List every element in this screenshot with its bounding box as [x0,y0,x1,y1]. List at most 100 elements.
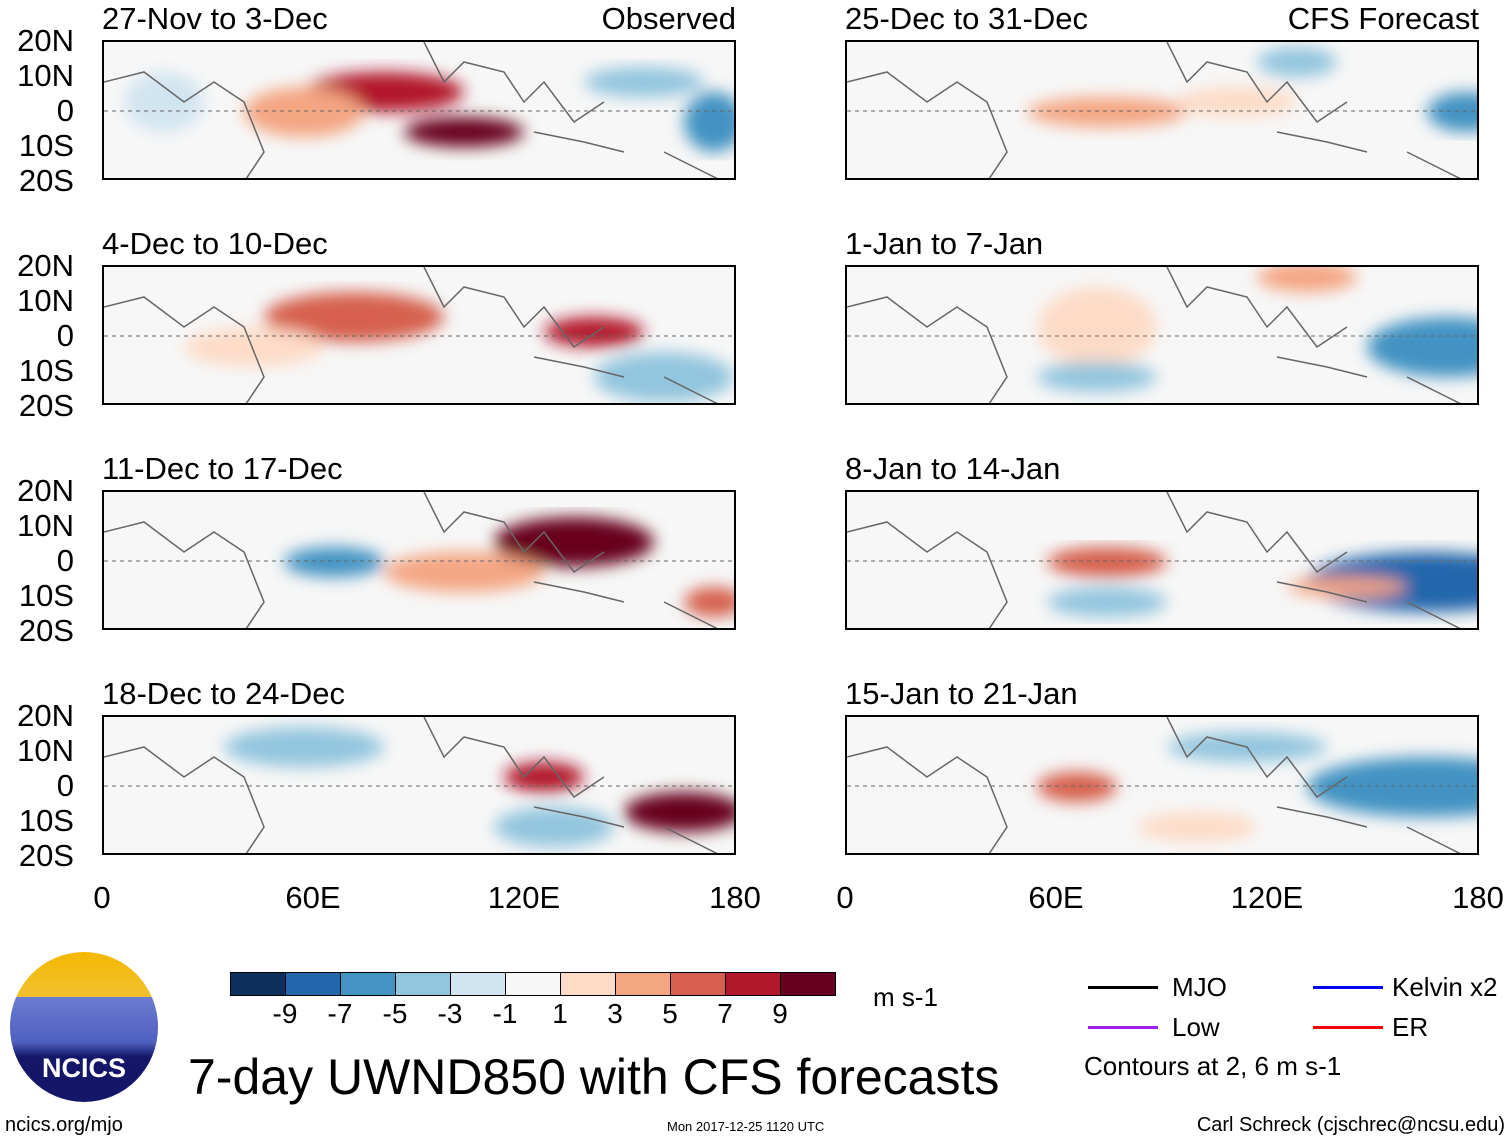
anomaly-blob [1037,287,1157,367]
lon-label: 60E [1028,880,1084,915]
legend-kelvin: Kelvin x2 [1392,972,1498,1002]
logo-text: NCICS [41,1053,126,1083]
anomaly-blob [1137,812,1257,842]
colorbar-swatch [286,973,341,995]
lat-label: 0 [56,318,74,353]
footer-url[interactable]: ncics.org/mjo [5,1114,123,1136]
colorbar-swatch [616,973,671,995]
anomaly-blob [1257,267,1357,292]
map-panel [102,490,736,630]
lat-label: 20S [18,388,74,423]
colorbar-swatch [671,973,726,995]
anomaly-blob [1257,47,1337,77]
legend-er-line [1313,1026,1383,1029]
anomaly-field [847,267,1477,403]
colorbar-label: -9 [272,998,298,1029]
anomaly-blob [1367,317,1477,377]
coastline [847,42,1461,178]
anomaly-blob [264,292,444,342]
legend-mjo-line [1088,986,1158,989]
footer-author: Carl Schreck (cjschrec@ncsu.edu) [1196,1114,1505,1136]
anomaly-field [104,267,734,403]
lon-label: 0 [93,880,111,915]
anomaly-blob [1037,772,1117,802]
lat-label: 10N [17,733,74,768]
lat-label: 20N [17,248,74,283]
anomaly-blob [384,552,544,592]
lat-label: 10S [18,353,74,388]
lat-label: 20N [17,698,74,733]
coastline [104,267,718,403]
figure-title: 7-day UWND850 with CFS forecasts [188,1049,1000,1105]
anomaly-field [104,492,734,628]
lon-label: 180 [1452,880,1504,915]
colorbar-swatch [341,973,396,995]
colorbar-label: -1 [492,998,518,1029]
colorbar-label: -5 [382,998,408,1029]
legend-low: Low [1172,1012,1220,1042]
lat-label: 10S [18,803,74,838]
anomaly-blob [544,317,644,347]
lat-label: 20S [18,163,74,198]
anomaly-blob [184,327,324,367]
lat-label: 0 [56,768,74,803]
lon-label: 0 [836,880,854,915]
anomaly-blob [684,92,734,152]
lon-label: 120E [1230,880,1304,915]
map-panel [102,265,736,405]
map-panel [845,490,1479,630]
lat-label: 20S [18,838,74,873]
anomaly-blob [404,117,524,147]
anomaly-field [104,42,734,178]
panel-label: CFS Forecast [1287,1,1479,36]
colorbar-units: m s-1 [873,982,938,1012]
anomaly-blob [224,727,384,767]
anomaly-blob [244,87,364,137]
coastline [104,717,718,853]
map-panel [102,715,736,855]
panel-title: 8-Jan to 14-Jan [845,451,1061,486]
lat-label: 10N [17,508,74,543]
lat-label: 0 [56,93,74,128]
anomaly-blob [494,517,654,567]
lat-label: 20S [18,613,74,648]
anomaly-blob [1027,97,1187,127]
panel-label: Observed [601,1,736,36]
panel-title: 11-Dec to 17-Dec [102,451,343,486]
coastline [104,492,718,628]
anomaly-field [847,492,1477,628]
anomaly-blob [1287,577,1407,597]
anomaly-blob [1037,362,1157,392]
coastline [847,492,1461,628]
colorbar-label: 5 [662,998,678,1029]
lon-label: 180 [709,880,761,915]
anomaly-blob [1177,87,1297,117]
legend-mjo: MJO [1172,972,1227,1002]
anomaly-blob [684,587,734,617]
colorbar-swatch [396,973,451,995]
panel-title: 4-Dec to 10-Dec [102,226,328,261]
panel-title: 1-Jan to 7-Jan [845,226,1044,261]
lon-label: 60E [285,880,341,915]
panel-title: 27-Nov to 3-Dec [102,1,328,36]
colorbar-label: -3 [437,998,463,1029]
coastline [847,267,1461,403]
anomaly-blob [1307,757,1477,817]
anomaly-blob [284,547,384,577]
legend-low-line [1088,1026,1158,1029]
anomaly-blob [494,807,614,847]
lat-label: 10S [18,578,74,613]
colorbar-swatch [231,973,286,995]
colorbar-label: 7 [717,998,733,1029]
map-panel [845,265,1479,405]
colorbar-swatch [726,973,781,995]
footer-timestamp: Mon 2017-12-25 1120 UTC [667,1119,825,1134]
colorbar-swatch [506,973,561,995]
lat-label: 10S [18,128,74,163]
lat-label: 10N [17,283,74,318]
colorbar-label: 9 [772,998,788,1029]
coastline [104,42,718,178]
colorbar-label: 1 [552,998,568,1029]
lon-label: 120E [487,880,561,915]
ncics-logo: NCICS [10,952,158,1102]
